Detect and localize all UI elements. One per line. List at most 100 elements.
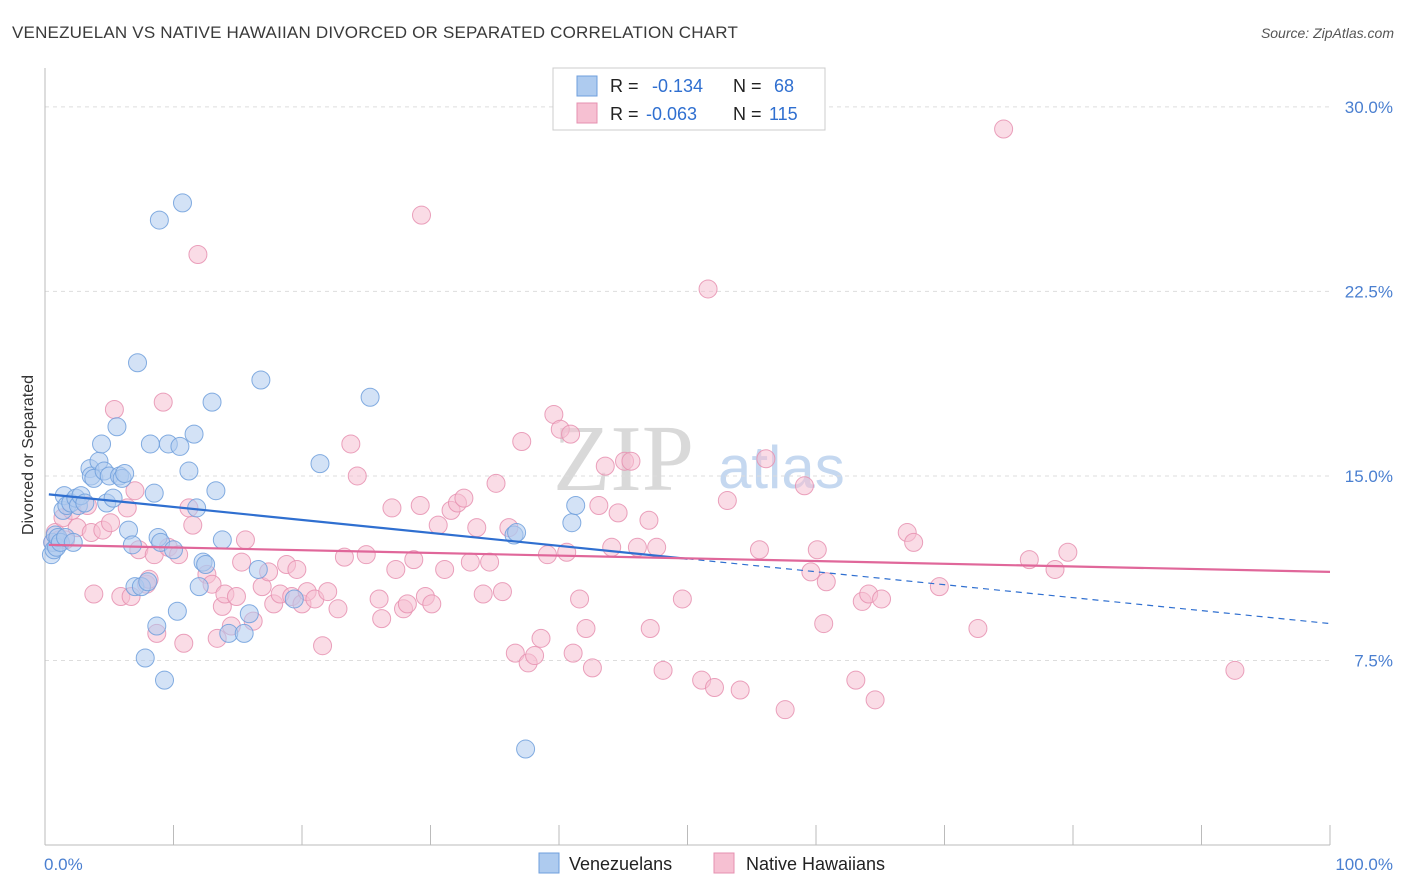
bottom-legend-venezuelans: Venezuelans <box>569 854 672 874</box>
venezuelans-point-47 <box>167 601 187 621</box>
venezuelans-point-43 <box>155 670 175 690</box>
venezuelans-point-12 <box>63 532 83 552</box>
native-hawaiians-point-58 <box>382 498 402 518</box>
native-hawaiians-point-131 <box>639 510 659 530</box>
y-tick-label-1: 15.0% <box>1345 467 1393 486</box>
native-hawaiians-point-55 <box>356 545 376 565</box>
native-hawaiians-point-9 <box>84 584 104 604</box>
axes <box>44 68 1331 846</box>
venezuelans-points <box>41 193 586 759</box>
bottom-legend-swatch-native-hawaiians <box>713 852 735 874</box>
native-hawaiians-point-110 <box>794 476 814 496</box>
native-hawaiians-point-96 <box>621 451 641 471</box>
native-hawaiians-point-51 <box>328 599 348 619</box>
native-hawaiians-point-12 <box>104 400 124 420</box>
bottom-legend: Venezuelans Native Hawaiians <box>538 852 885 874</box>
venezuelans-point-48 <box>172 193 192 213</box>
native-hawaiians-point-109 <box>775 700 795 720</box>
venezuelans-point-64 <box>310 454 330 474</box>
native-hawaiians-point-16 <box>125 481 145 501</box>
native-hawaiians-point-94 <box>608 503 628 523</box>
venezuelans-point-37 <box>140 434 160 454</box>
venezuelans-point-33 <box>128 353 148 373</box>
native-hawaiians-point-112 <box>807 540 827 560</box>
native-hawaiians-point-119 <box>872 589 892 609</box>
native-hawaiians-point-66 <box>428 515 448 535</box>
native-hawaiians-point-115 <box>846 670 866 690</box>
venezuelans-point-70 <box>566 495 586 515</box>
venezuelans-trend-line-extension <box>687 558 1331 625</box>
native-hawaiians-point-122 <box>929 577 949 597</box>
native-hawaiians-point-126 <box>1045 559 1065 579</box>
native-hawaiians-point-81 <box>525 646 545 666</box>
venezuelans-point-62 <box>251 370 271 390</box>
venezuelans-point-36 <box>138 572 158 592</box>
venezuelans-point-38 <box>144 483 164 503</box>
venezuelans-point-67 <box>507 523 527 543</box>
native-hawaiians-point-129 <box>412 205 432 225</box>
native-hawaiians-point-92 <box>595 456 615 476</box>
native-hawaiians-point-53 <box>341 434 361 454</box>
native-hawaiians-point-74 <box>480 552 500 572</box>
native-hawaiians-point-63 <box>410 495 430 515</box>
native-hawaiians-point-59 <box>386 559 406 579</box>
native-hawaiians-point-57 <box>372 609 392 629</box>
venezuelans-point-61 <box>248 559 268 579</box>
native-hawaiians-point-75 <box>486 473 506 493</box>
bottom-legend-swatch-venezuelans <box>538 852 560 874</box>
legend-swatch-venezuelans <box>576 75 598 97</box>
legend-n-value-1: 68 <box>774 76 794 96</box>
native-hawaiians-point-93 <box>602 537 622 557</box>
venezuelans-point-25 <box>103 488 123 508</box>
native-hawaiians-point-124 <box>994 119 1014 139</box>
native-hawaiians-point-54 <box>347 466 367 486</box>
venezuelans-point-65 <box>360 387 380 407</box>
venezuelans-point-39 <box>147 616 167 636</box>
native-hawaiians-point-114 <box>816 572 836 592</box>
venezuelans-point-60 <box>239 604 259 624</box>
native-hawaiians-point-36 <box>232 552 252 572</box>
legend-swatch-native-hawaiians <box>576 102 598 124</box>
native-hawaiians-point-28 <box>188 245 208 265</box>
native-hawaiians-trend-line <box>48 543 1331 574</box>
legend-r-value-2: -0.063 <box>646 104 697 124</box>
native-hawaiians-point-101 <box>672 589 692 609</box>
native-hawaiians-point-87 <box>563 643 583 663</box>
native-hawaiians-point-25 <box>174 633 194 653</box>
venezuelans-point-41 <box>149 210 169 230</box>
chart-title: VENEZUELAN VS NATIVE HAWAIIAN DIVORCED O… <box>12 23 738 42</box>
native-hawaiians-point-70 <box>454 488 474 508</box>
native-hawaiians-point-128 <box>1225 660 1245 680</box>
native-hawaiians-point-71 <box>460 552 480 572</box>
native-hawaiians-point-52 <box>334 547 354 567</box>
native-hawaiians-point-113 <box>814 614 834 634</box>
venezuelans-point-50 <box>184 424 204 444</box>
venezuelans-point-52 <box>189 577 209 597</box>
native-hawaiians-point-88 <box>570 589 590 609</box>
trend-lines <box>48 493 1331 625</box>
bottom-legend-native-hawaiians: Native Hawaiians <box>746 854 885 874</box>
native-hawaiians-point-72 <box>467 518 487 538</box>
native-hawaiians-point-123 <box>968 618 988 638</box>
native-hawaiians-point-125 <box>1019 550 1039 570</box>
native-hawaiians-point-27 <box>183 515 203 535</box>
native-hawaiians-point-61 <box>397 594 417 614</box>
native-hawaiians-point-89 <box>576 618 596 638</box>
y-tick-label-0: 7.5% <box>1354 651 1393 670</box>
native-hawaiians-point-111 <box>801 562 821 582</box>
native-hawaiians-point-37 <box>235 530 255 550</box>
native-hawaiians-point-45 <box>287 559 307 579</box>
chart-source: Source: ZipAtlas.com <box>1261 25 1394 41</box>
legend-r-label-1: R = <box>610 76 639 96</box>
venezuelans-point-45 <box>164 540 183 560</box>
native-hawaiians-point-107 <box>749 540 769 560</box>
native-hawaiians-point-67 <box>435 559 455 579</box>
native-hawaiians-point-22 <box>153 392 173 412</box>
native-hawaiians-point-73 <box>473 584 493 604</box>
native-hawaiians-point-91 <box>589 495 609 515</box>
legend-box: R = -0.134 N = 68 R = -0.063 N = 115 <box>552 67 826 131</box>
legend-frame <box>552 67 826 131</box>
native-hawaiians-point-90 <box>582 658 602 678</box>
venezuelans-point-49 <box>179 461 199 481</box>
